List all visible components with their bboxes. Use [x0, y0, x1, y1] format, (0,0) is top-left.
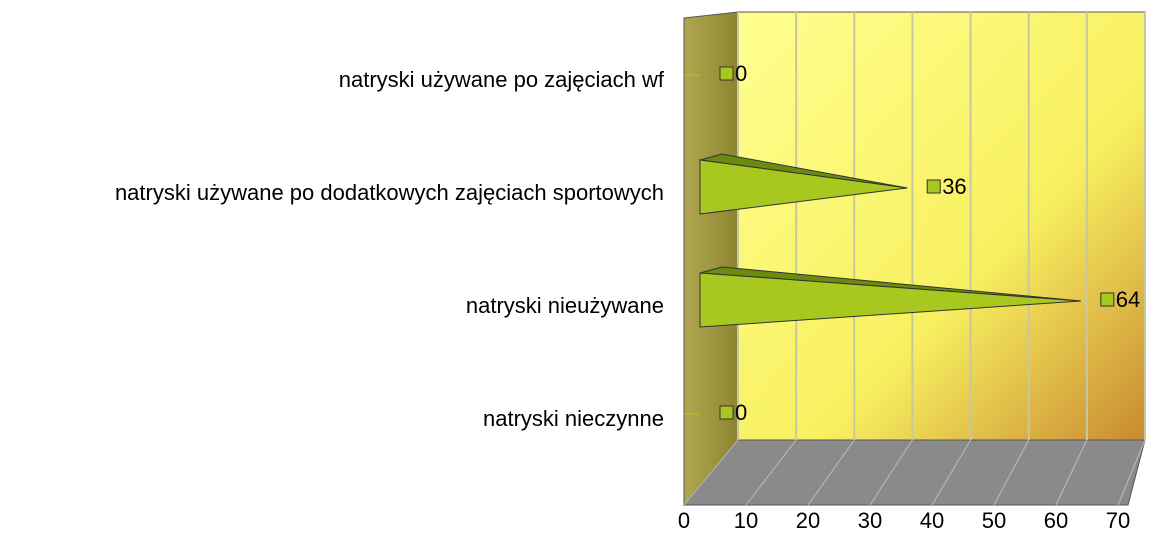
value-key: [1100, 292, 1115, 307]
value-label: 36: [942, 174, 966, 199]
value-key: [719, 66, 734, 81]
x-tick-label: 20: [796, 508, 820, 533]
floor-grid-line: [683, 439, 739, 506]
x-tick-label: 0: [678, 508, 690, 533]
floor-grid-line: [931, 439, 972, 506]
x-tick-label: 70: [1106, 508, 1130, 533]
back-wall: [737, 11, 1146, 441]
x-tick-label: 40: [920, 508, 944, 533]
value-label: 64: [1116, 287, 1140, 312]
x-tick-label: 30: [858, 508, 882, 533]
x-tick-label: 10: [734, 508, 758, 533]
bar: [699, 159, 908, 215]
floor-grid-line: [1117, 439, 1146, 506]
value-label: 0: [735, 400, 747, 425]
category-label: natryski nieczynne: [483, 406, 664, 431]
category-label: natryski nieużywane: [466, 293, 664, 318]
floor-grid-line: [807, 439, 855, 506]
side-wall: [683, 11, 739, 507]
bar: [699, 272, 1081, 328]
value-key: [926, 179, 941, 194]
floor-grid-line: [869, 439, 913, 506]
x-tick-label: 60: [1044, 508, 1068, 533]
floor-grid-line: [745, 439, 797, 506]
value-label: 0: [735, 61, 747, 86]
x-tick-label: 50: [982, 508, 1006, 533]
floor-grid-line: [1055, 439, 1088, 506]
value-key: [719, 405, 734, 420]
category-label: natryski używane po zajęciach wf: [339, 67, 665, 92]
category-label: natryski używane po dodatkowych zajęciac…: [115, 180, 664, 205]
floor-grid-line: [993, 439, 1030, 506]
